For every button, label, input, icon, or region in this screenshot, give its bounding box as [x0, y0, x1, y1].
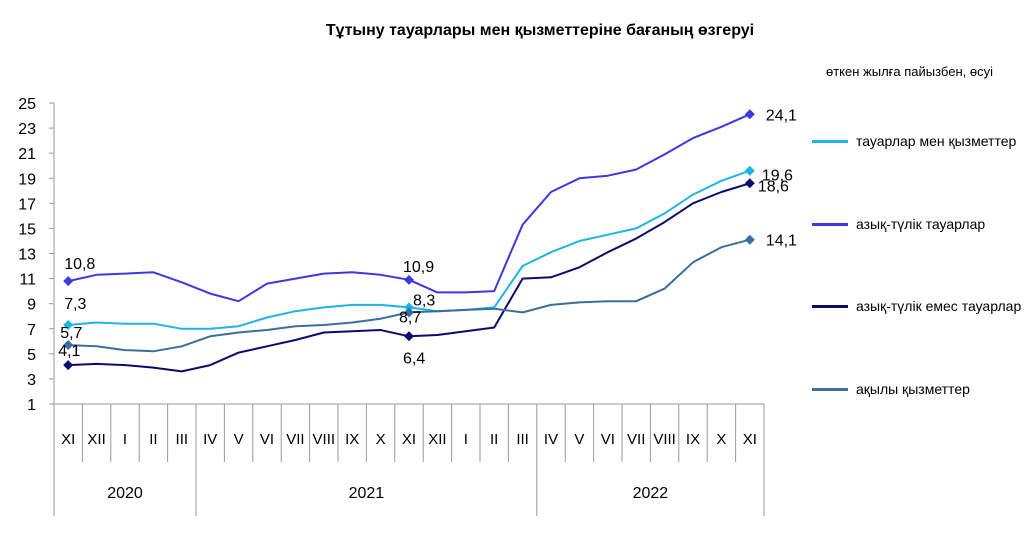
- data-point-marker: [744, 109, 755, 120]
- data-label: 8,3: [413, 292, 435, 309]
- legend-swatch: [812, 388, 848, 391]
- data-point-marker: [63, 319, 74, 330]
- y-tick-label: 15: [18, 221, 36, 238]
- legend-swatch: [812, 305, 848, 308]
- x-tick-label: V: [574, 431, 584, 448]
- x-tick-label: IX: [686, 431, 700, 448]
- x-tick-label: XI: [61, 431, 75, 448]
- x-tick-label: II: [490, 431, 498, 448]
- x-tick-label: I: [464, 431, 468, 448]
- x-tick-label: XII: [428, 431, 446, 448]
- data-point-marker: [63, 340, 74, 351]
- x-tick-label: V: [234, 431, 244, 448]
- data-label: 24,1: [766, 107, 797, 124]
- x-tick-label: VII: [627, 431, 645, 448]
- x-tick-label: IV: [203, 431, 217, 448]
- series-lines: [63, 109, 755, 373]
- y-tick-label: 3: [27, 372, 36, 389]
- y-tick-label: 23: [18, 121, 36, 138]
- data-point-marker: [63, 276, 74, 287]
- legend-label: ақылы қызметтер: [856, 381, 970, 397]
- year-label: 2021: [349, 485, 385, 502]
- data-point-marker: [404, 302, 414, 313]
- y-tick-label: 25: [18, 96, 36, 113]
- x-tick-label: III: [176, 431, 189, 448]
- data-label: 10,9: [403, 259, 434, 276]
- chart-title: Тұтыну тауарлары мен қызметтеріне бағаны…: [325, 22, 755, 39]
- data-label: 4,1: [58, 343, 80, 360]
- data-point-marker: [404, 331, 414, 342]
- x-tick-label: VIII: [653, 431, 676, 448]
- data-point-marker: [744, 178, 755, 189]
- y-tick-label: 21: [18, 146, 36, 163]
- data-point-marker: [744, 234, 755, 245]
- data-label: 6,4: [403, 350, 425, 367]
- x-tick-label: III: [516, 431, 529, 448]
- y-tick-label: 11: [19, 272, 36, 289]
- year-label: 2022: [633, 485, 669, 502]
- y-tick-label: 13: [18, 247, 36, 264]
- x-tick-label: XI: [743, 431, 757, 448]
- data-label: 14,1: [766, 233, 797, 250]
- y-tick-label: 5: [27, 347, 36, 364]
- y-tick-label: 9: [27, 297, 36, 314]
- x-tick-label: X: [716, 431, 726, 448]
- data-label: 5,7: [60, 325, 82, 342]
- x-tick-label: IX: [345, 431, 359, 448]
- y-tick-label: 17: [18, 196, 36, 213]
- data-label: 19,6: [762, 168, 793, 185]
- x-tick-label: XI: [402, 431, 416, 448]
- x-tick-label: VIII: [313, 431, 336, 448]
- x-tick-label: VI: [601, 431, 615, 448]
- x-tick-label: IV: [544, 431, 558, 448]
- legend-label: тауарлар мен қызметтер: [856, 133, 1017, 149]
- x-tick-label: XII: [87, 431, 105, 448]
- legend-swatch: [812, 140, 848, 143]
- x-tick-label: I: [123, 431, 127, 448]
- x-tick-label: VI: [260, 431, 274, 448]
- data-labels: 7,3 8,7 19,6 10,8 10,9 24,1 4,1 6,4 18,6 5,7 8,3 14…: [58, 107, 797, 367]
- x-tick-label: X: [376, 431, 386, 448]
- legend-swatch: [812, 223, 848, 226]
- data-point-marker: [63, 360, 74, 371]
- y-tick-label: 19: [18, 171, 36, 188]
- data-label: 8,7: [399, 309, 421, 326]
- data-point-marker: [404, 274, 414, 285]
- data-label: 18,6: [758, 178, 789, 195]
- legend-label: азық-түлік емес тауарлар: [856, 298, 1022, 314]
- legend-label: азық-түлік тауарлар: [856, 216, 986, 232]
- unit-note: өткен жылға пайызбен, өсуі: [826, 64, 993, 79]
- data-label: 10,8: [64, 256, 95, 273]
- year-label: 2020: [107, 485, 143, 502]
- y-tick-label: 7: [27, 322, 36, 339]
- data-point-marker: [744, 165, 755, 176]
- x-tick-label: VII: [286, 431, 304, 448]
- x-tick-label: II: [149, 431, 157, 448]
- y-tick-label: 1: [27, 397, 36, 414]
- data-label: 7,3: [64, 296, 86, 313]
- data-point-marker: [404, 307, 414, 318]
